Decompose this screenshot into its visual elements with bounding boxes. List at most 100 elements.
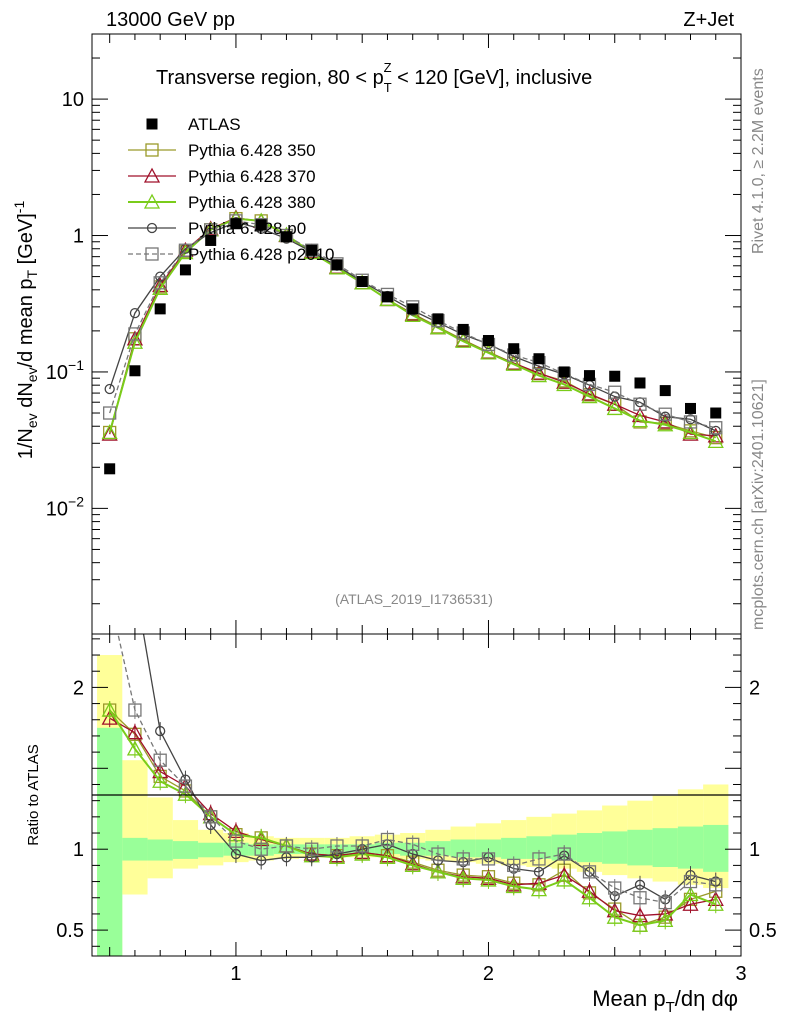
atlas-point [381, 291, 393, 303]
series-4-point [305, 243, 319, 257]
series-2-point [682, 424, 699, 440]
series-2-ratio-point [354, 845, 371, 861]
atlas-point [280, 231, 292, 243]
rivet-version-label: Rivet 4.1.0, ≥ 2.2M events [750, 68, 767, 254]
series-4-line [109, 220, 716, 429]
series-4-point [608, 385, 622, 399]
series-4-ratio-point [279, 839, 294, 853]
atlas-point [154, 303, 166, 315]
series-4-ratio-point [608, 881, 622, 895]
uncertainty-band-green [198, 842, 224, 858]
beam-label: 13000 GeV pp [106, 9, 235, 31]
series-1-point [657, 413, 674, 429]
series-2-ratio-point [379, 848, 396, 864]
title-text-a: Transverse region, 80 < p [156, 67, 384, 89]
series-2-ratio-point [657, 912, 674, 928]
series-2-ratio-point [505, 878, 522, 894]
atlas-point [634, 377, 646, 389]
series-4-ratio-point [709, 878, 723, 892]
series-2-ratio-point [455, 869, 472, 885]
series-1-point [606, 395, 623, 411]
y-tick-label: 1 [73, 226, 84, 248]
title-text-b: < 120 [GeV], inclusive [392, 67, 593, 89]
series-2-ratio-point [429, 863, 447, 879]
legend-marker-0 [145, 143, 159, 157]
uncertainty-band-green [122, 837, 148, 861]
legend-marker-2 [143, 193, 161, 209]
series-3-point [104, 383, 115, 395]
ratio-plot-frame [91, 633, 742, 957]
atlas-point [356, 276, 368, 288]
series-3-ratio-point [130, 579, 139, 588]
uncertainty-band-green [602, 831, 628, 864]
atlas-point [684, 402, 696, 414]
legend-marker-3 [146, 222, 158, 234]
series-2-ratio-point [556, 871, 573, 887]
series-4-ratio-point [305, 842, 319, 856]
uncertainty-band-yellow [122, 760, 148, 895]
series-0-point [709, 430, 723, 445]
series-4-point [153, 276, 167, 290]
series-4-ratio-point [582, 865, 597, 879]
legend-label-1: Pythia 6.428 370 [188, 167, 316, 186]
series-1-ratio-point [682, 895, 699, 911]
legend-label-4: Pythia 6.428 p2010 [188, 245, 335, 264]
series-2-point [455, 332, 472, 348]
series-2-point [556, 376, 573, 392]
series-4-ratio-point [658, 895, 672, 910]
series-2-ratio-point [530, 881, 548, 897]
series-2-point [126, 333, 144, 349]
series-1-ratio-point [126, 724, 144, 740]
uncertainty-band-green [501, 837, 527, 859]
x-tick-label: 3 [735, 963, 746, 985]
legend-label-0: Pythia 6.428 350 [188, 141, 316, 160]
ratio-y-axis-label: Ratio to ATLAS [25, 744, 42, 845]
atlas-point [255, 219, 267, 231]
series-4-point [709, 421, 723, 435]
series-1-point [707, 427, 724, 443]
series-4-point [254, 218, 268, 232]
atlas-point [331, 259, 343, 271]
series-3-point [660, 411, 671, 422]
chart-title: Transverse region, 80 < pTZ < 120 [GeV],… [156, 60, 592, 95]
series-2-ratio-point [606, 908, 623, 924]
mcplots-label: mcplots.cern.ch [arXiv:2401.10621] [750, 379, 767, 630]
ratio-y-tick-label: 0.5 [56, 920, 84, 942]
analysis-id-label: (ATLAS_2019_I1736531) [335, 591, 493, 607]
ylabel-part-1: 1/N [15, 428, 37, 459]
ratio-axes: 1 2 30.5 0.51 12 2 [56, 634, 777, 985]
atlas-point [230, 218, 242, 230]
uncertainty-band-green [677, 826, 704, 869]
series-2-point [631, 412, 649, 428]
series-3-point [685, 414, 696, 425]
ratio-y-tick-label-right: 1 [749, 839, 760, 861]
uncertainty-band-green [172, 841, 199, 859]
y-tick-label: 10 [62, 89, 84, 111]
series-2-ratio-point [682, 886, 699, 902]
series-4-ratio-point [153, 753, 167, 767]
series-4-ratio-point [633, 891, 647, 905]
atlas-point [457, 323, 469, 335]
series-3-ratio-point [155, 725, 166, 737]
series-2-point [152, 279, 169, 295]
atlas-point [482, 335, 494, 347]
process-label: Z+Jet [683, 9, 734, 31]
y-tick-label-base: 10 [46, 362, 68, 384]
series-2-point [707, 432, 724, 448]
series-3-point [129, 307, 141, 319]
series-4-point [128, 327, 142, 341]
y-axis-label: 1/Nev dNev/d mean pT [GeV]-1 [11, 201, 40, 460]
legend-label-3: Pythia 6.428 p0 [188, 219, 306, 238]
series-1-ratio-point [101, 709, 118, 725]
atlas-point [306, 244, 318, 256]
series-4-ratio-point [380, 832, 395, 847]
series-1-point [101, 425, 118, 441]
series-2-ratio-point [707, 895, 724, 911]
series-4-ratio-point [431, 847, 445, 861]
ratio-y-tick-label: 2 [73, 677, 84, 699]
atlas-point [710, 407, 722, 419]
uncertainty-band-green [627, 829, 653, 866]
title-subscript: T [384, 80, 392, 95]
y-tick-label-exponent: −2 [68, 493, 84, 509]
